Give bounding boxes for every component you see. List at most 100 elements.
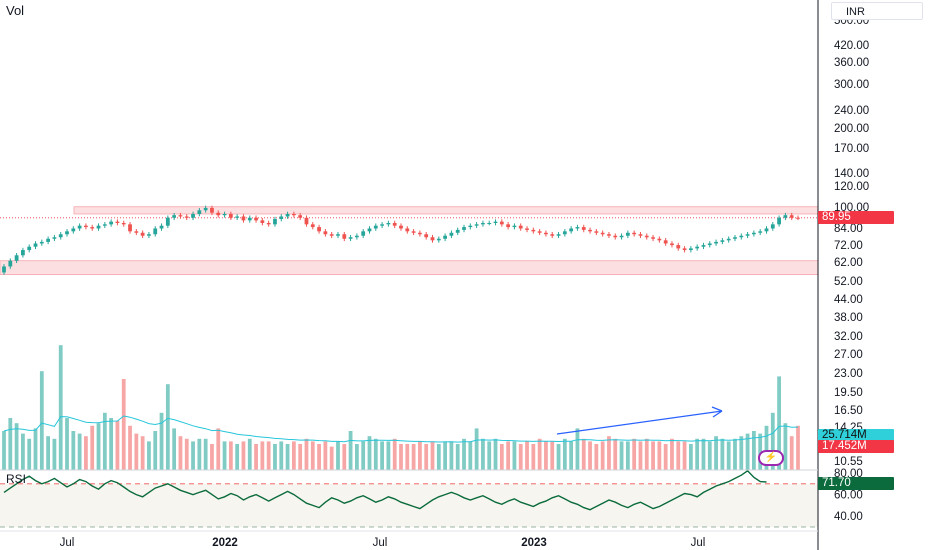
- rsi-line: [3, 469, 767, 511]
- candle-body: [607, 234, 611, 236]
- lightning-bolt-icon[interactable]: ⚡: [758, 450, 784, 466]
- candle-body: [109, 221, 114, 225]
- candle-body: [323, 231, 328, 235]
- volume-bar: [380, 441, 384, 470]
- price-axis-tick: 32.00: [834, 331, 863, 343]
- price-axis-tick: 16.50: [834, 405, 863, 417]
- candle-body: [556, 234, 561, 236]
- volume-bar: [140, 436, 145, 470]
- volume-bar: [121, 379, 126, 470]
- volume-bar: [241, 441, 246, 470]
- price-axis-tick: 27.00: [834, 349, 863, 361]
- volume-bar: [569, 441, 574, 470]
- volume-bar: [493, 438, 498, 470]
- time-axis-tick: 2023: [521, 537, 547, 549]
- volume-bar: [411, 444, 416, 470]
- candle-body: [481, 222, 485, 225]
- candle-body: [506, 224, 511, 228]
- candle-body: [701, 245, 706, 247]
- price-axis-tick: 120.00: [834, 181, 869, 193]
- candle-body: [84, 225, 88, 228]
- rsi-value-badge: 71.70: [818, 477, 894, 490]
- candle-body: [796, 217, 800, 219]
- candle-body: [663, 240, 668, 244]
- volume-bar: [102, 412, 107, 470]
- candle-body: [241, 216, 246, 221]
- volume-bar: [178, 436, 183, 470]
- volume-bar: [770, 412, 775, 470]
- volume-bar: [525, 441, 529, 470]
- volume-bar: [625, 441, 630, 470]
- volume-ma-badge: 25.714M: [818, 429, 894, 442]
- price-axis-tick: 38.00: [834, 312, 863, 324]
- candle-body: [651, 237, 655, 239]
- candle-body: [260, 220, 265, 223]
- candle-body: [96, 225, 101, 229]
- candle-body: [449, 232, 454, 236]
- volume-bar: [632, 438, 637, 470]
- candle-body: [436, 238, 441, 241]
- candle-body: [279, 216, 284, 220]
- volume-bar: [607, 436, 611, 470]
- candle-body: [638, 234, 643, 236]
- candle-body: [373, 225, 378, 229]
- candle-body: [594, 231, 599, 233]
- candle-body: [65, 231, 69, 235]
- candle-body: [165, 217, 170, 226]
- volume-bar: [323, 441, 328, 470]
- candle-body: [27, 246, 32, 251]
- volume-bar: [172, 428, 177, 470]
- candle-body: [52, 237, 57, 239]
- candle-body: [367, 228, 372, 232]
- volume-bar: [670, 438, 674, 470]
- candle-body: [147, 234, 151, 236]
- volume-bar: [329, 446, 334, 470]
- candle-body: [348, 237, 353, 239]
- volume-bar: [279, 441, 284, 470]
- trend-arrow-head: [711, 406, 723, 418]
- volume-bar: [783, 423, 788, 470]
- time-axis-tick: 2022: [212, 537, 238, 549]
- volume-bar: [518, 444, 523, 470]
- volume-bar: [714, 436, 718, 470]
- volume-bar: [184, 438, 189, 470]
- candle-body: [102, 224, 107, 226]
- candle-body: [569, 228, 574, 232]
- volume-bar: [531, 444, 536, 470]
- candle-body: [298, 215, 303, 218]
- price-axis-tick: 200.00: [834, 123, 869, 135]
- candle-body: [619, 235, 624, 238]
- currency-selector[interactable]: INR: [831, 2, 923, 20]
- volume-bar: [266, 441, 271, 470]
- candle-body: [562, 231, 567, 235]
- volume-bar: [455, 444, 460, 470]
- volume-bar: [367, 436, 372, 470]
- rsi-axis-tick: 60.00: [834, 490, 863, 502]
- candle-body: [361, 231, 366, 236]
- volume-bar: [682, 441, 687, 470]
- candle-body: [487, 222, 492, 224]
- volume-panel-label: Vol: [6, 3, 25, 18]
- candle-body: [310, 224, 315, 228]
- candle-body: [430, 237, 435, 241]
- volume-bar: [581, 438, 586, 470]
- support-zone: [0, 260, 819, 275]
- candle-body: [210, 207, 214, 213]
- candle-body: [216, 212, 221, 216]
- volume-bar: [707, 441, 712, 470]
- volume-bar: [84, 436, 88, 470]
- candle-body: [474, 224, 479, 226]
- candle-body: [739, 235, 744, 238]
- volume-bar: [392, 438, 397, 470]
- last-price-badge: 89.95: [818, 211, 894, 224]
- volume-bar: [638, 441, 643, 470]
- volume-bar: [399, 444, 403, 470]
- candle-body: [424, 234, 429, 238]
- volume-bar: [733, 438, 737, 470]
- rsi-axis-tick: 40.00: [834, 511, 863, 523]
- candle-body: [575, 227, 580, 229]
- candle-body: [33, 243, 38, 247]
- candle-body: [128, 224, 132, 232]
- volume-bar: [203, 438, 208, 470]
